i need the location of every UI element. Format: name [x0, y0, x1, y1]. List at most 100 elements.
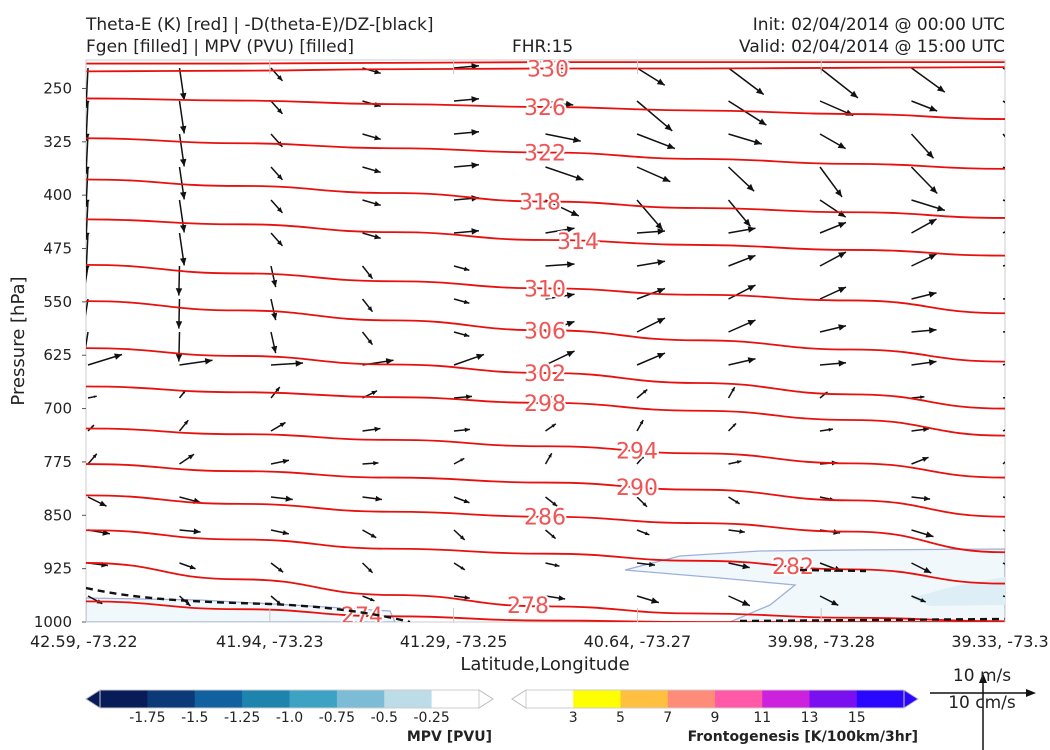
wind-vector: [911, 199, 946, 212]
wind-vector: [362, 133, 381, 141]
wind-vector: [453, 129, 479, 136]
colorbar-tick-label: 15: [848, 710, 866, 726]
theta-e-contour-label: 302: [524, 362, 566, 387]
wind-vector: [178, 232, 187, 266]
wind-vector: [270, 199, 284, 214]
theta-e-contour-label: 322: [524, 141, 566, 166]
theta-e-contour: [86, 97, 1005, 120]
theta-e-contour: [86, 385, 1005, 437]
colorbar-swatch: [431, 690, 480, 708]
wind-vector: [270, 529, 289, 536]
title-left-line-2: Fgen [filled] | MPV (PVU) [filled]: [86, 37, 355, 57]
mpv-shaded-region: [624, 548, 1005, 622]
colorbar-extend-arrow: [511, 689, 527, 709]
wind-vector: [636, 100, 673, 132]
wind-vector: [178, 166, 187, 200]
theta-e-contour: [86, 427, 1005, 479]
wind-vector: [728, 595, 751, 607]
wind-vector: [911, 562, 932, 574]
wind-key-label-horizontal: 10 m/s: [953, 666, 1011, 686]
wind-vector: [728, 357, 756, 366]
title-forecast-hour: FHR:15: [512, 37, 574, 57]
wind-vector: [819, 166, 843, 198]
wind-vector: [636, 317, 666, 333]
wind-vector: [728, 319, 756, 333]
wind-vector: [270, 360, 304, 367]
wind-vector: [362, 426, 381, 432]
y-tick-label: 400: [43, 186, 72, 204]
theta-e-contour: [86, 347, 1005, 410]
wind-vector: [728, 100, 767, 126]
colorbar-swatch: [573, 690, 621, 708]
colorbar-swatch: [242, 690, 290, 708]
wind-vector: [1002, 429, 1005, 432]
wind-vector: [175, 298, 183, 329]
wind-vector: [453, 331, 470, 338]
wind-vector: [911, 291, 937, 300]
colorbar-tick-label: 13: [801, 710, 819, 726]
colorbar-swatch: [336, 690, 385, 708]
x-axis-label: Latitude,Longitude: [460, 654, 629, 675]
wind-vector: [819, 286, 847, 300]
wind-vector: [87, 496, 107, 507]
wind-vector: [636, 388, 648, 399]
wind-vector: [362, 460, 379, 466]
wind-vector: [910, 166, 938, 195]
wind-vector: [910, 133, 935, 159]
wind-vector: [270, 458, 290, 465]
wind-vector: [728, 460, 742, 465]
wind-vector: [453, 529, 466, 541]
colorbar-swatch: [384, 690, 433, 708]
wind-vector: [178, 419, 189, 432]
wind-vector: [819, 324, 847, 333]
wind-vector: [1002, 199, 1005, 202]
wind-vector: [911, 395, 925, 400]
colorbar-tick-label: 11: [753, 710, 771, 726]
theta-e-contour-label: 314: [557, 230, 599, 255]
theta-e-contour: [86, 529, 1005, 585]
wind-vector: [545, 199, 580, 217]
colorbar-extend-arrow: [478, 689, 494, 709]
title-valid-time: Valid: 02/04/2014 @ 15:00 UTC: [739, 37, 1005, 57]
wind-key-label-vertical: 10 cm/s: [948, 693, 1016, 713]
colorbar-tick-label: -0.75: [319, 710, 355, 726]
wind-vector: [270, 265, 278, 288]
wind-vector: [636, 166, 671, 183]
wind-vector: [453, 353, 485, 366]
wind-vector: [545, 100, 574, 108]
wind-vector: [270, 166, 284, 181]
wind-vector: [636, 496, 648, 508]
wind-vector: [911, 427, 930, 432]
wind-vector: [819, 360, 847, 367]
wind-vector: [453, 162, 479, 169]
theta-e-contour: [86, 463, 1005, 518]
colorbar-tick-label: -0.25: [414, 710, 450, 726]
wind-vector: [178, 67, 187, 101]
colorbar-tick-label: -1.5: [181, 710, 208, 726]
wind-vector: [636, 133, 676, 150]
wind-vector: [270, 562, 284, 573]
theta-e-contour: [86, 300, 1005, 363]
theta-e-contour-label: 274: [341, 604, 383, 629]
wind-vector: [911, 253, 937, 267]
wind-vector: [636, 352, 666, 366]
wind-vector: [362, 529, 377, 539]
colorbar-tick-label: 7: [663, 710, 672, 726]
theta-e-contour: [86, 178, 1005, 219]
theta-e-contour-label: 326: [524, 96, 566, 121]
wind-vector: [361, 265, 374, 280]
frontogenesis-colorbar: 3 5 7 9 11 13 15 Frontogenesis [K/100km/3hr]: [511, 689, 919, 745]
wind-vector: [911, 100, 938, 112]
wind-vector: [453, 228, 479, 235]
theta-e-contour: [86, 218, 1005, 257]
wind-vector: [636, 561, 656, 568]
wind-vector: [178, 133, 187, 167]
wind-vector: [911, 359, 937, 366]
wind-vector: [911, 495, 931, 502]
colorbar-swatch: [856, 690, 905, 708]
theta-e-contour-label: 318: [519, 190, 561, 215]
wind-vector: [175, 331, 183, 362]
wind-vector: [636, 67, 666, 86]
wind-vector: [727, 386, 736, 399]
colorbar-title: Frontogenesis [K/100km/3hr]: [688, 729, 918, 745]
